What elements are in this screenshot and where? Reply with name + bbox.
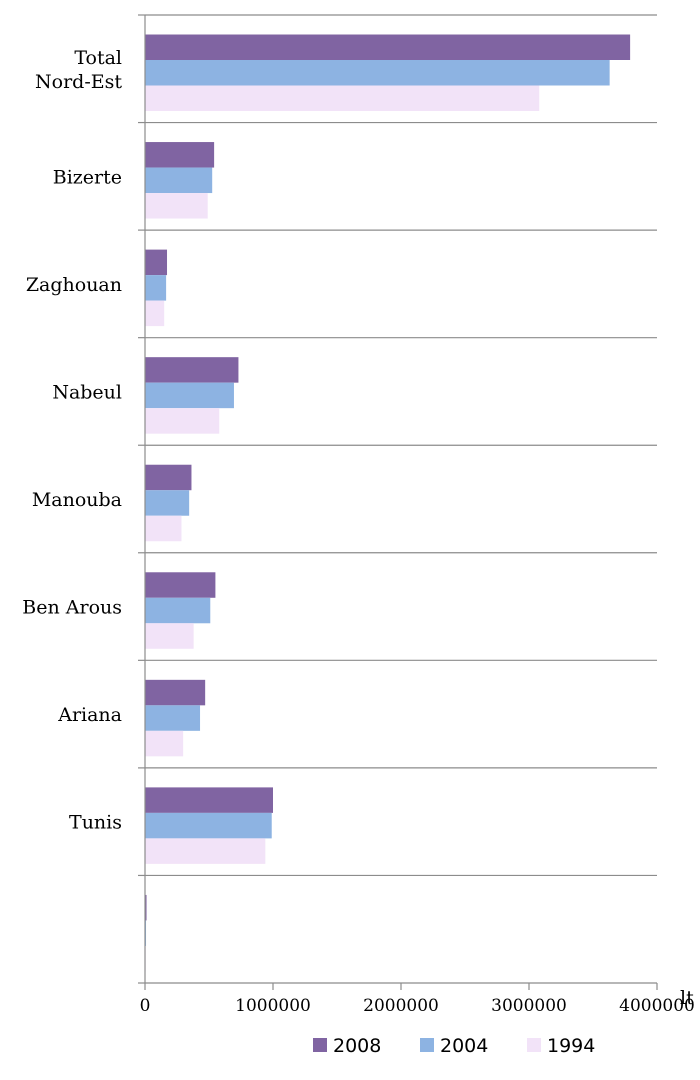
bar-1994-total-nord-est: [145, 85, 540, 111]
bar-2004-tunis: [145, 812, 272, 839]
category-label: Zaghouan: [26, 274, 122, 296]
axes: [138, 14, 658, 990]
stray-text: lt: [680, 987, 694, 1009]
category-labels: Total Nord-Est Bizerte Zaghouan Nabeul Manoub…: [22, 47, 122, 834]
bar-2008-ariana: [145, 679, 206, 706]
category-label: Tunis: [69, 812, 122, 834]
category-label-line: Ariana: [57, 704, 122, 726]
category-label-line: Ben Arous: [22, 597, 122, 619]
bar-2004-ben-arous: [145, 597, 211, 624]
category-label: Nabeul: [52, 381, 122, 403]
bar-1994-tunis: [145, 838, 266, 864]
bar-2004-zaghouan: [145, 275, 167, 301]
x-tick-labels: 0 1000000 2000000 3000000 4000000: [140, 996, 695, 1016]
category-label-line: Zaghouan: [26, 274, 122, 296]
bar-2008-nabeul: [145, 357, 239, 383]
bars: [145, 34, 631, 972]
legend: 2008 2004 1994: [313, 1035, 595, 1057]
bar-2008-tunis: [145, 787, 273, 813]
x-tick-label: 3000000: [491, 996, 567, 1016]
bar-2004-nabeul: [145, 382, 234, 409]
bar-2008-ben-arous: [145, 572, 216, 598]
category-label: Ariana: [57, 704, 122, 726]
legend-swatch-2008: [313, 1038, 327, 1052]
bar-2004-bizerte: [145, 167, 213, 194]
x-tick-label: 0: [140, 996, 151, 1016]
x-tick-label: 1000000: [235, 996, 311, 1016]
gridlines: [145, 14, 657, 984]
x-tick-label: 4000000: [619, 996, 695, 1016]
legend-label-1994: 1994: [547, 1035, 595, 1057]
category-label-line: Bizerte: [53, 166, 122, 188]
category-label-line: Manouba: [32, 489, 122, 511]
bar-2008-total-nord-est: [145, 34, 631, 60]
bar-1994-nabeul: [145, 408, 220, 434]
category-label-line: Tunis: [69, 812, 122, 834]
category-label-line: Nord-Est: [35, 71, 122, 93]
bar-2004-ariana: [145, 705, 201, 731]
category-label: Total Nord-Est: [35, 47, 122, 93]
category-label: Ben Arous: [22, 597, 122, 619]
legend-label-2008: 2008: [333, 1035, 381, 1057]
bar-1994-ben-arous: [145, 623, 194, 649]
category-label-line: Total: [74, 47, 122, 69]
bar-2004-total-nord-est: [145, 60, 610, 86]
category-label-line: Nabeul: [52, 381, 122, 403]
bar-1994-bizerte: [145, 193, 208, 219]
category-label: Manouba: [32, 489, 122, 511]
bar-1994-ariana: [145, 730, 184, 757]
bar-2004-manouba: [145, 490, 190, 516]
bar-1994-zaghouan: [145, 300, 165, 327]
legend-swatch-2004: [420, 1038, 434, 1052]
bar-2008-manouba: [145, 464, 192, 491]
legend-label-2004: 2004: [440, 1035, 488, 1057]
legend-swatch-1994: [527, 1038, 541, 1052]
bar-2008-unlabeled: [145, 894, 147, 921]
bar-2008-bizerte: [145, 142, 215, 168]
category-label: Bizerte: [53, 166, 122, 188]
x-tick-label: 2000000: [363, 996, 439, 1016]
bar-2008-zaghouan: [145, 249, 168, 276]
bar-1994-manouba: [145, 515, 182, 542]
